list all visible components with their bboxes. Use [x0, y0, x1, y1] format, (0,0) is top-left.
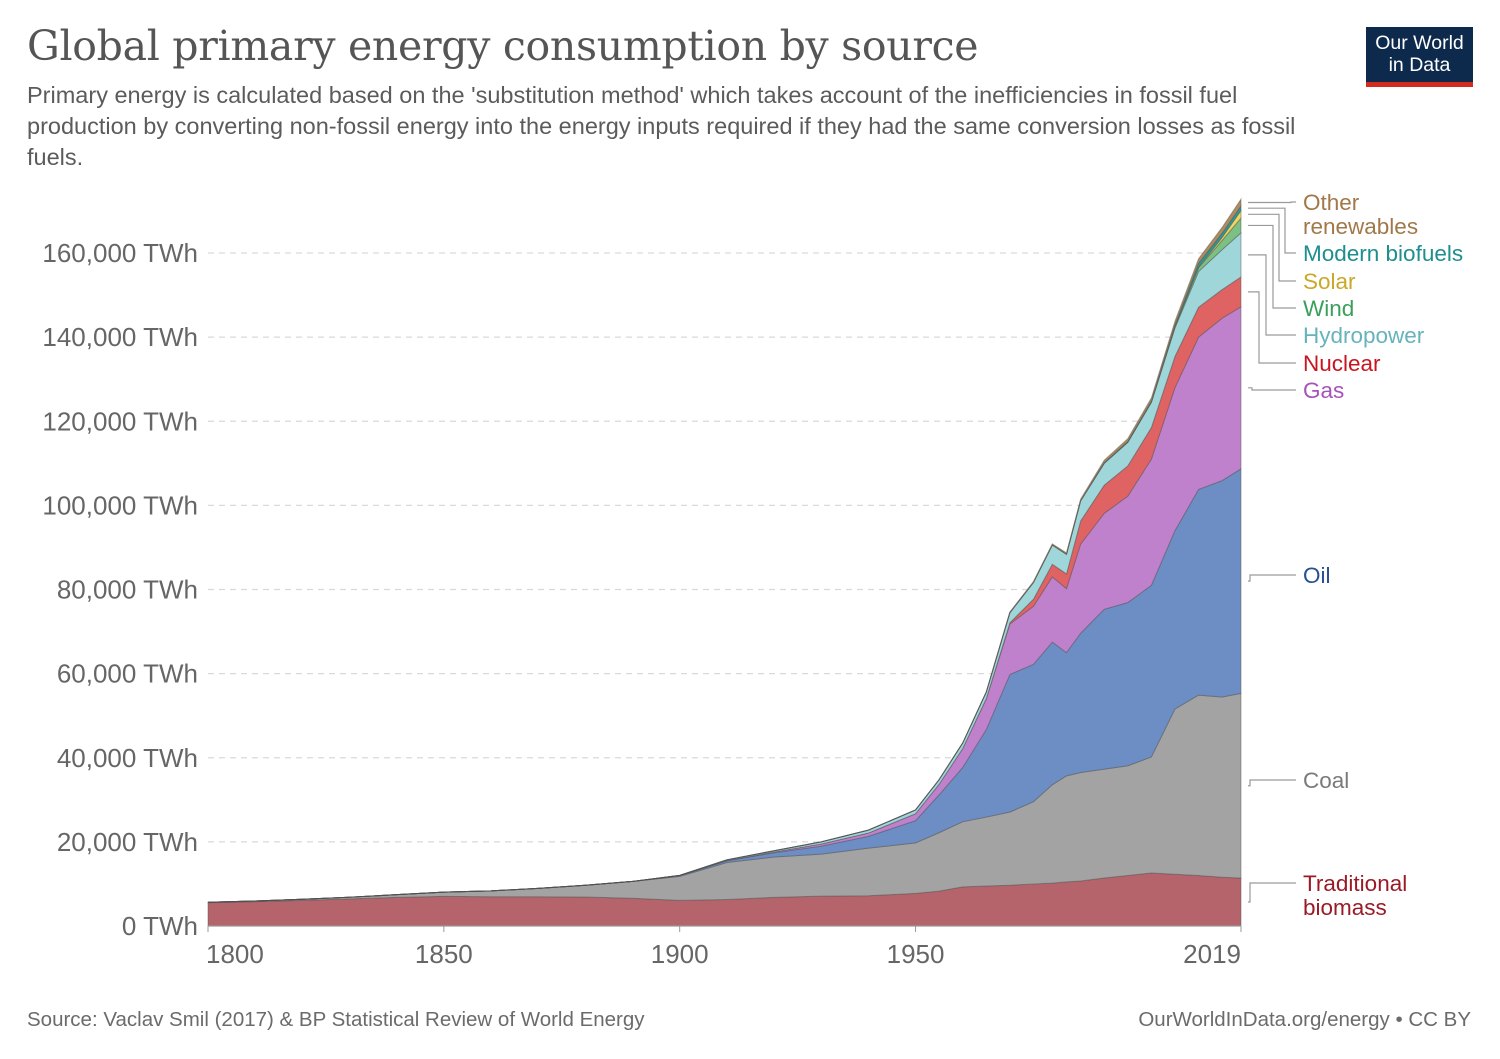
- x-tick-label: 2019: [1183, 939, 1241, 969]
- label-connector: [1248, 213, 1296, 282]
- y-tick-label: 60,000 TWh: [57, 659, 198, 689]
- label-connector: [1248, 779, 1296, 787]
- y-tick-label: 120,000 TWh: [42, 406, 198, 436]
- credit-link[interactable]: OurWorldInData.org/energy • CC BY: [1138, 1008, 1471, 1031]
- y-tick-label: 20,000 TWh: [57, 827, 198, 857]
- label-connector: [1248, 291, 1296, 364]
- area-modern-biofuels: [207, 204, 1242, 903]
- area-hydropower: [207, 231, 1242, 903]
- y-tick-label: 80,000 TWh: [57, 575, 198, 605]
- area-wind: [207, 216, 1242, 903]
- x-tick-label: 1800: [206, 939, 264, 969]
- owid-logo[interactable]: Our World in Data: [1366, 27, 1473, 87]
- series-label: Hydropower: [1303, 323, 1425, 348]
- series-label: Gas: [1303, 378, 1344, 403]
- label-connector: [1248, 254, 1296, 336]
- logo-line-1: Our World: [1375, 32, 1464, 54]
- area-solar: [207, 208, 1242, 903]
- label-connector: [1248, 387, 1296, 391]
- x-tick-label: 1900: [651, 939, 709, 969]
- series-label: Traditional biomass: [1303, 871, 1407, 920]
- y-tick-label: 100,000 TWh: [42, 490, 198, 520]
- logo-line-2: in Data: [1388, 54, 1451, 76]
- series-label: Nuclear: [1303, 351, 1381, 376]
- series-label: Solar: [1303, 269, 1356, 294]
- chart-subtitle: Primary energy is calculated based on th…: [27, 82, 1296, 170]
- label-connector: [1248, 882, 1296, 903]
- label-connector: [1248, 574, 1296, 582]
- x-tick-label: 1950: [887, 939, 945, 969]
- label-connector: [1248, 207, 1296, 254]
- x-tick-label: 1850: [415, 939, 473, 969]
- area-other-renewables: [207, 197, 1242, 903]
- series-label: Wind: [1303, 296, 1354, 321]
- label-connector: [1248, 224, 1296, 309]
- y-tick-label: 0 TWh: [122, 911, 198, 941]
- series-label: Modern biofuels: [1303, 241, 1463, 266]
- series-label: Coal: [1303, 768, 1349, 793]
- series-label: Other renewables: [1303, 190, 1418, 239]
- area-oil: [207, 467, 1242, 903]
- y-tick-label: 140,000 TWh: [42, 322, 198, 352]
- area-nuclear: [207, 276, 1242, 903]
- y-tick-label: 40,000 TWh: [57, 743, 198, 773]
- area-gas: [207, 305, 1242, 903]
- chart-title: Global primary energy consumption by sou…: [27, 22, 979, 70]
- source-note: Source: Vaclav Smil (2017) & BP Statisti…: [27, 1008, 645, 1031]
- series-label: Oil: [1303, 563, 1331, 588]
- label-connector: [1248, 201, 1296, 204]
- y-tick-label: 160,000 TWh: [42, 238, 198, 268]
